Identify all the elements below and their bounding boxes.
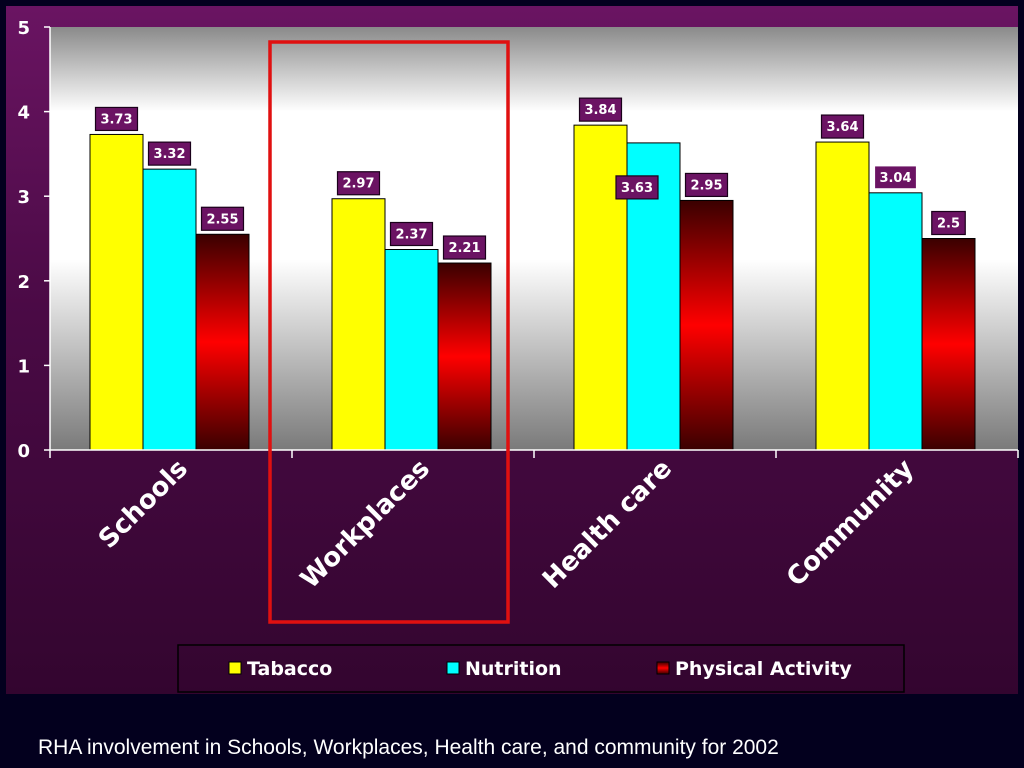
data-label-workplaces-tabacco: 2.97 xyxy=(336,171,381,196)
y-tick-label: 0 xyxy=(17,441,30,462)
y-tick-label: 4 xyxy=(17,103,30,124)
bar-schools-physical-activity xyxy=(195,233,250,451)
data-label-health-care-tabacco: 3.84 xyxy=(578,97,623,122)
svg-text:2.37: 2.37 xyxy=(395,227,427,242)
svg-text:3.32: 3.32 xyxy=(153,147,185,162)
slide-caption: RHA involvement in Schools, Workplaces, … xyxy=(38,736,779,759)
bar-community-physical-activity xyxy=(921,238,976,451)
svg-text:3.04: 3.04 xyxy=(879,171,911,186)
bar-health-care-physical-activity xyxy=(679,199,734,451)
legend-swatch-physical-activity xyxy=(656,661,670,675)
highlight-box-workplaces xyxy=(268,40,510,624)
legend-box xyxy=(177,644,905,693)
data-label-community-nutrition: 3.04 xyxy=(873,165,918,190)
bar-schools-tabacco xyxy=(89,133,144,451)
legend-item-tabacco: Tabacco xyxy=(228,658,332,680)
svg-text:3.73: 3.73 xyxy=(100,112,132,127)
bar-health-care-tabacco xyxy=(573,124,628,451)
data-label-workplaces-physical-activity: 2.21 xyxy=(442,235,487,260)
svg-text:3.64: 3.64 xyxy=(826,120,858,135)
y-tick-label: 5 xyxy=(17,18,30,39)
legend-swatch-tabacco xyxy=(228,661,242,675)
svg-text:2.97: 2.97 xyxy=(342,177,374,192)
y-tick-label: 2 xyxy=(17,272,30,293)
data-label-community-physical-activity: 2.5 xyxy=(931,210,966,236)
data-label-schools-nutrition: 3.32 xyxy=(147,141,192,166)
data-label-health-care-nutrition: 3.63 xyxy=(615,175,659,200)
data-label-workplaces-nutrition: 2.37 xyxy=(389,221,434,247)
bar-workplaces-physical-activity xyxy=(437,262,492,451)
legend-item-physical-activity: Physical Activity xyxy=(656,658,852,680)
legend-swatch-nutrition xyxy=(446,661,460,675)
legend-label-physical-activity: Physical Activity xyxy=(675,658,852,680)
x-category-label-health-care: Health care xyxy=(537,454,678,595)
legend-item-nutrition: Nutrition xyxy=(446,658,562,680)
svg-text:2.5: 2.5 xyxy=(937,217,960,232)
x-category-label-schools: Schools xyxy=(93,454,194,555)
bar-community-nutrition xyxy=(868,192,923,451)
bar-schools-nutrition xyxy=(142,168,197,451)
legend-label-tabacco: Tabacco xyxy=(247,658,332,680)
legend-label-nutrition: Nutrition xyxy=(465,658,562,680)
bar-workplaces-nutrition xyxy=(384,248,439,451)
data-label-schools-tabacco: 3.73 xyxy=(94,106,139,132)
svg-text:2.95: 2.95 xyxy=(690,178,722,193)
x-category-label-workplaces: Workplaces xyxy=(295,454,436,595)
svg-text:2.21: 2.21 xyxy=(448,241,480,256)
svg-text:2.55: 2.55 xyxy=(206,212,238,227)
bar-community-tabacco xyxy=(815,141,870,451)
x-category-label-community: Community xyxy=(781,454,920,593)
data-label-schools-physical-activity: 2.55 xyxy=(200,206,245,231)
svg-text:3.84: 3.84 xyxy=(584,103,616,118)
svg-text:3.63: 3.63 xyxy=(621,181,653,196)
y-tick-label: 3 xyxy=(17,187,30,208)
bar-workplaces-tabacco xyxy=(331,198,386,451)
data-label-health-care-physical-activity: 2.95 xyxy=(684,172,729,198)
data-label-community-tabacco: 3.64 xyxy=(820,114,865,139)
y-tick-label: 1 xyxy=(17,356,30,377)
